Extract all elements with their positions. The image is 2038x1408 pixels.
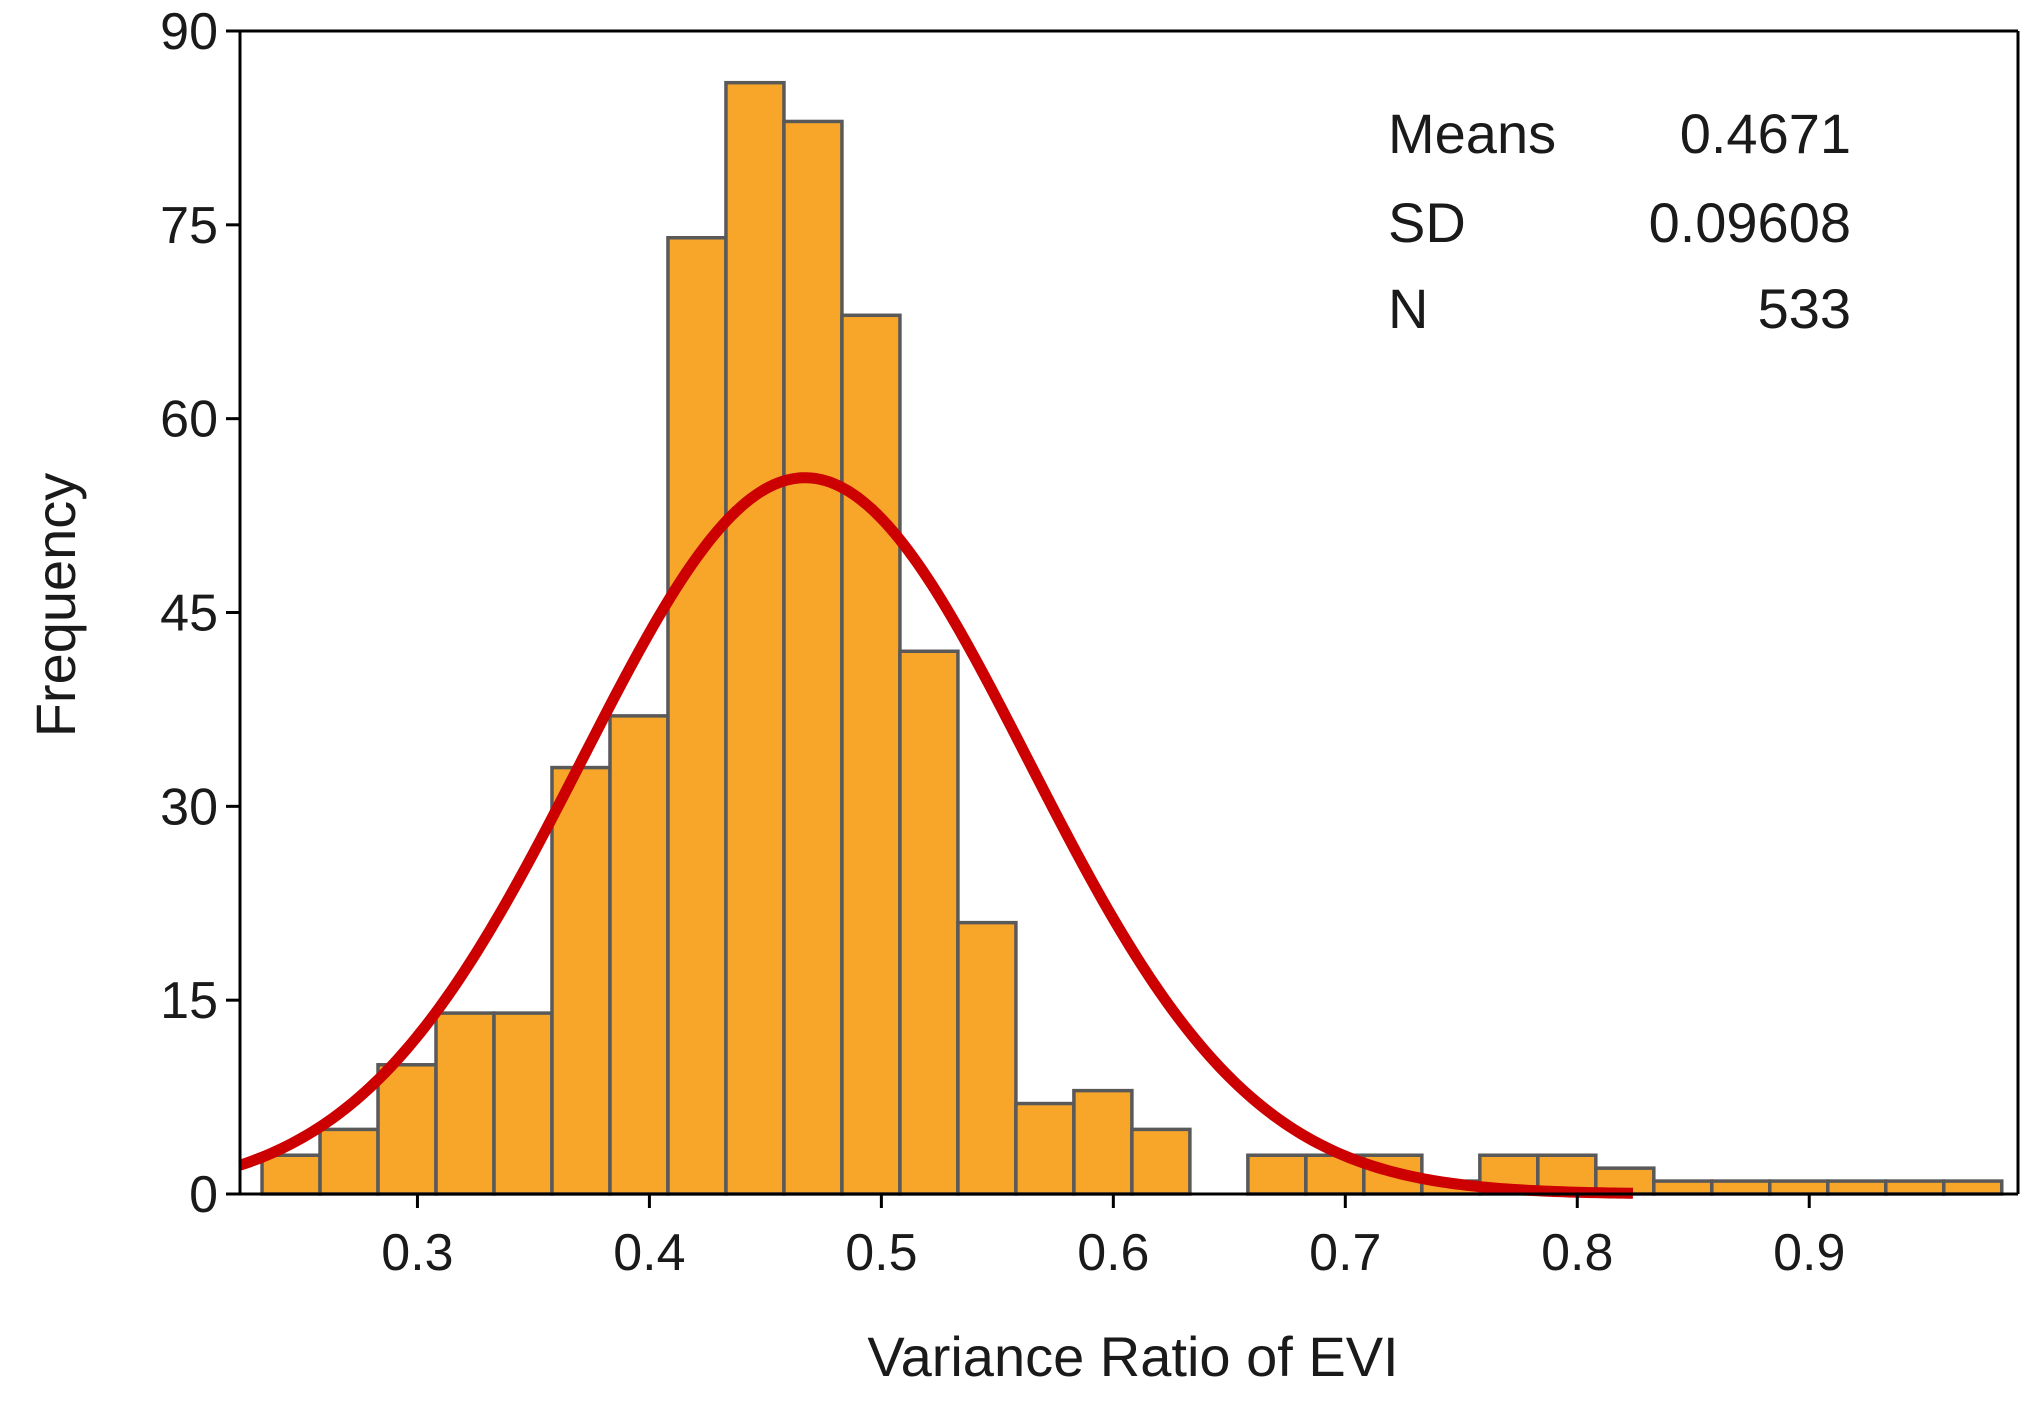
histogram-bar bbox=[1884, 1179, 1946, 1196]
histogram-bar bbox=[898, 649, 960, 1196]
x-tick-label: 0.8 bbox=[1541, 1224, 1613, 1282]
histogram-bar bbox=[1014, 1101, 1076, 1196]
histogram-bar bbox=[318, 1127, 380, 1196]
stats-label-means: Means bbox=[1388, 102, 1556, 165]
histogram-bar bbox=[666, 236, 728, 1196]
tick-labels: 0 15 30 45 60 75 90 0.3 0.4 0.5 0.6 0.7 0.8 0.9 bbox=[160, 3, 1845, 1282]
x-tick-label: 0.4 bbox=[613, 1224, 685, 1282]
normal-distribution-curve bbox=[238, 472, 1634, 1199]
normal-curve-layer bbox=[238, 472, 1634, 1199]
y-tick-label: 45 bbox=[160, 585, 218, 643]
histogram-bar bbox=[550, 765, 612, 1196]
x-axis-title: Variance Ratio of EVI bbox=[867, 1325, 1398, 1388]
y-tick-label: 15 bbox=[160, 972, 218, 1030]
histogram-bar bbox=[1246, 1153, 1308, 1196]
stats-box: Means 0.4671 SD 0.09608 N 533 bbox=[1388, 102, 1851, 340]
histogram-bar bbox=[1652, 1179, 1714, 1196]
histogram-bar bbox=[492, 1011, 554, 1196]
histogram-bar bbox=[1130, 1127, 1192, 1196]
stats-value-n: 533 bbox=[1758, 277, 1851, 340]
x-tick-label: 0.9 bbox=[1773, 1224, 1845, 1282]
histogram-bar bbox=[782, 119, 844, 1196]
y-tick-label: 0 bbox=[189, 1166, 218, 1224]
histogram-bar bbox=[260, 1153, 322, 1196]
histogram-bar bbox=[1710, 1179, 1772, 1196]
histogram-bar bbox=[608, 714, 670, 1196]
histogram-bar bbox=[1942, 1179, 2004, 1196]
y-tick-label: 90 bbox=[160, 3, 218, 61]
x-tick-label: 0.7 bbox=[1309, 1224, 1381, 1282]
x-tick-label: 0.3 bbox=[381, 1224, 453, 1282]
axes bbox=[226, 29, 2020, 1208]
stats-label-n: N bbox=[1388, 277, 1428, 340]
histogram-bar bbox=[376, 1063, 438, 1196]
histogram-bar bbox=[840, 313, 902, 1196]
histogram-bar bbox=[1072, 1088, 1134, 1196]
y-tick-label: 75 bbox=[160, 197, 218, 255]
y-axis-title: Frequency bbox=[24, 473, 87, 738]
histogram-bar bbox=[434, 1011, 496, 1196]
histogram-bar bbox=[956, 920, 1018, 1196]
x-tick-label: 0.6 bbox=[1077, 1224, 1149, 1282]
y-tick-label: 60 bbox=[160, 391, 218, 449]
histogram-bar bbox=[1768, 1179, 1830, 1196]
histogram-bars bbox=[260, 80, 2004, 1196]
histogram-bar bbox=[724, 80, 786, 1196]
x-tick-label: 0.5 bbox=[845, 1224, 917, 1282]
stats-value-means: 0.4671 bbox=[1680, 102, 1851, 165]
histogram-bar bbox=[1826, 1179, 1888, 1196]
stats-label-sd: SD bbox=[1388, 191, 1466, 254]
stats-value-sd: 0.09608 bbox=[1649, 191, 1851, 254]
y-tick-label: 30 bbox=[160, 778, 218, 836]
